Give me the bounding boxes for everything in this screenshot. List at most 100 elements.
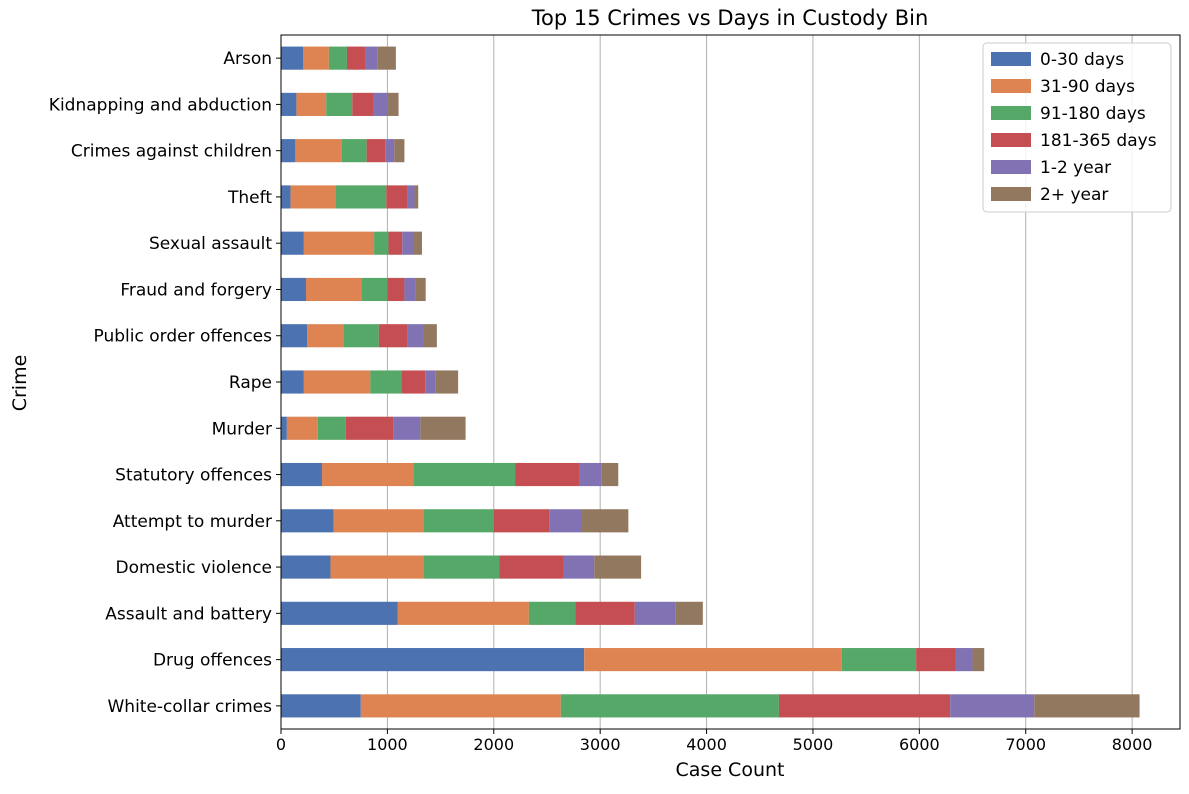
bar-segment <box>634 601 676 625</box>
bar-segment <box>386 185 408 209</box>
bar-segment <box>281 462 322 487</box>
bars-layer <box>281 46 1140 718</box>
bar-segment <box>387 277 405 302</box>
x-tick-label: 1000 <box>367 735 408 754</box>
legend-swatch <box>991 187 1031 201</box>
legend-label: 2+ year <box>1040 185 1108 205</box>
legend-label: 1-2 year <box>1040 158 1111 178</box>
bar-segment <box>303 46 329 70</box>
y-tick-label: Crimes against children <box>71 142 272 162</box>
y-tick-label: Murder <box>212 419 272 439</box>
bar-segment <box>346 46 366 70</box>
bar-segment <box>286 416 318 440</box>
bar-segment <box>296 92 327 116</box>
bar-segment <box>387 92 399 116</box>
bar-segment <box>373 92 388 116</box>
bar-segment <box>281 509 334 533</box>
bar-segment <box>916 648 956 672</box>
bar-segment <box>675 601 703 625</box>
bar-segment <box>343 324 379 348</box>
y-tick-label: Drug offences <box>153 651 272 671</box>
y-tick-label: Attempt to murder <box>113 512 272 532</box>
bar-segment <box>515 462 580 487</box>
bar-segment <box>499 555 564 579</box>
bar-segment <box>361 277 388 302</box>
bar-segment <box>330 555 424 579</box>
y-tick-label: Statutory offences <box>115 466 272 486</box>
legend-swatch <box>991 160 1031 174</box>
bar-segment <box>333 509 424 533</box>
bar-segment <box>955 648 973 672</box>
bar-segment <box>335 185 387 209</box>
x-tick-label: 4000 <box>686 735 727 754</box>
bar-segment <box>307 324 344 348</box>
bar-segment <box>303 231 375 255</box>
bar-segment <box>317 416 346 440</box>
bar-segment <box>563 555 595 579</box>
bar-segment <box>345 416 394 440</box>
x-tick-label: 7000 <box>1005 735 1046 754</box>
bar-segment <box>407 185 415 209</box>
bar-segment <box>425 370 436 394</box>
bar-segment <box>397 601 529 625</box>
x-tick-label: 8000 <box>1112 735 1153 754</box>
bar-segment <box>413 462 516 487</box>
bar-segment <box>281 46 304 70</box>
bar-segment <box>295 139 342 163</box>
y-tick-label: Assault and battery <box>105 604 272 624</box>
y-tick-label: White-collar crimes <box>107 697 272 717</box>
bar-segment <box>420 416 466 440</box>
bar-segment <box>281 694 361 718</box>
bar-segment <box>281 231 304 255</box>
bar-segment <box>366 139 386 163</box>
bar-segment <box>281 324 308 348</box>
bar-segment <box>560 694 779 718</box>
y-tick-label: Sexual assault <box>149 234 272 254</box>
legend-swatch <box>991 133 1031 147</box>
x-axis-label: Case Count <box>676 759 785 781</box>
bar-segment <box>360 694 561 718</box>
bar-segment <box>584 648 842 672</box>
y-tick-label: Fraud and forgery <box>120 280 272 300</box>
bar-segment <box>394 139 405 163</box>
bar-segment <box>321 462 414 487</box>
bar-segment <box>581 509 629 533</box>
bar-segment <box>423 555 500 579</box>
bar-segment <box>388 231 403 255</box>
y-tick-label: Theft <box>227 188 272 208</box>
bar-segment <box>281 555 331 579</box>
y-axis-label: Crime <box>9 355 31 412</box>
bar-segment <box>594 555 642 579</box>
x-tick-label: 2000 <box>473 735 514 754</box>
y-tick-label: Domestic violence <box>116 558 272 578</box>
bar-segment <box>601 462 619 487</box>
bar-segment <box>281 92 297 116</box>
bar-segment <box>778 694 951 718</box>
bar-segment <box>393 416 421 440</box>
bar-segment <box>306 277 362 302</box>
legend: 0-30 days 31-90 days 91-180 days 181-365 da… <box>982 42 1172 213</box>
x-tick-label: 3000 <box>580 735 621 754</box>
bar-segment <box>352 92 374 116</box>
x-tick-label: 5000 <box>793 735 834 754</box>
legend-swatch <box>991 106 1031 120</box>
y-tick-label: Rape <box>229 373 272 393</box>
bar-segment <box>950 694 1035 718</box>
bar-segment <box>378 324 408 348</box>
bar-segment <box>493 509 550 533</box>
bar-segment <box>303 370 371 394</box>
legend-swatch <box>991 79 1031 93</box>
bar-segment <box>281 185 291 209</box>
bar-segment <box>415 277 426 302</box>
bar-segment <box>528 601 576 625</box>
bar-segment <box>365 46 378 70</box>
bar-segment <box>549 509 582 533</box>
x-tick-label: 6000 <box>899 735 940 754</box>
bar-segment <box>385 139 395 163</box>
bar-segment <box>1034 694 1140 718</box>
bar-segment <box>407 324 424 348</box>
bar-segment <box>413 231 422 255</box>
bar-segment <box>326 92 353 116</box>
